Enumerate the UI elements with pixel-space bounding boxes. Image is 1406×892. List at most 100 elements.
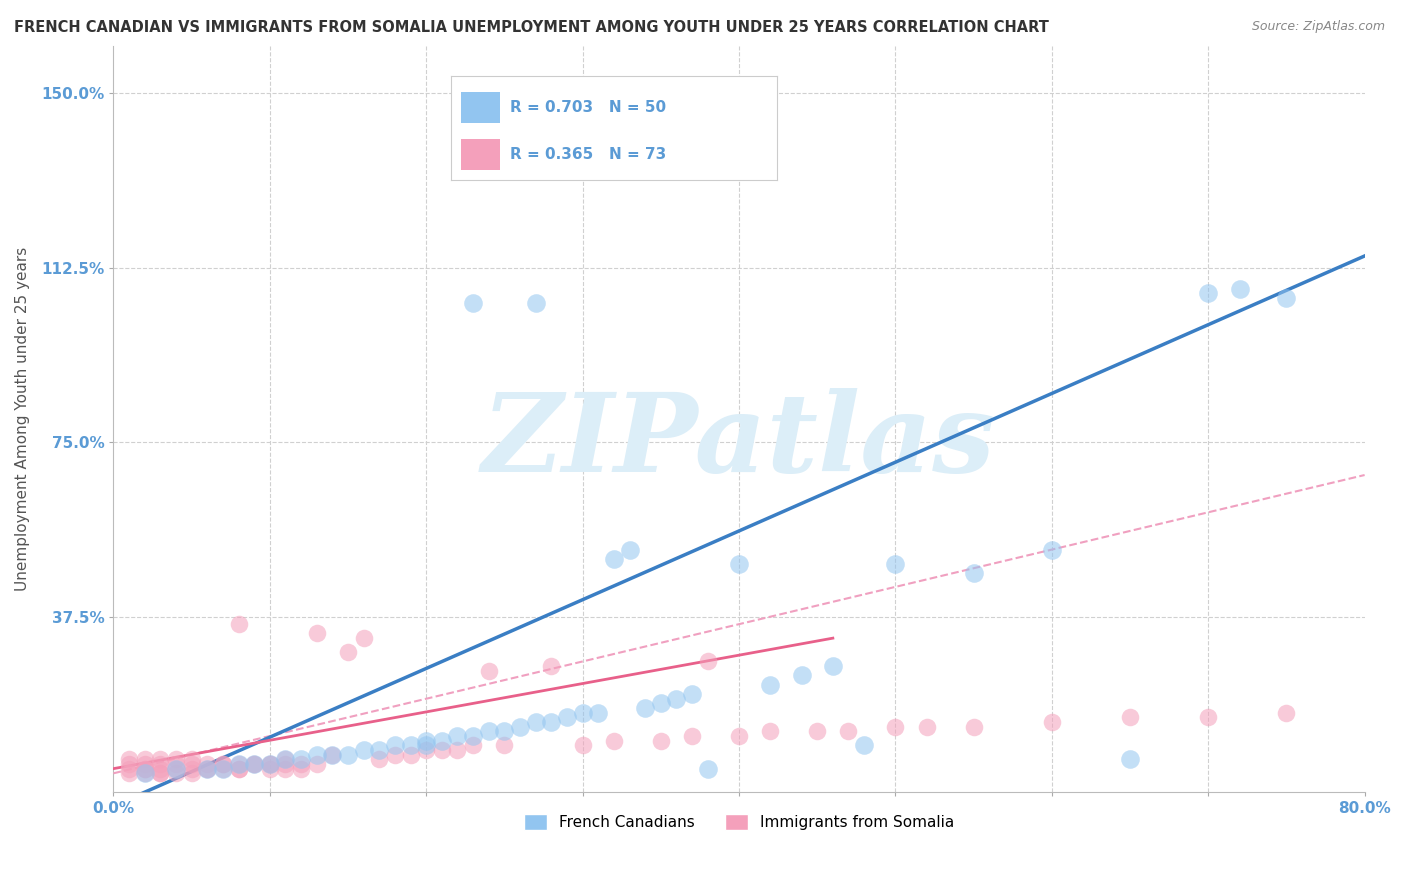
Point [540,659,562,673]
Point [195,762,218,776]
Point [384,739,406,753]
Point [305,747,328,762]
Text: FRENCH CANADIAN VS IMMIGRANTS FROM SOMALIA UNEMPLOYMENT AMONG YOUTH UNDER 25 YEA: FRENCH CANADIAN VS IMMIGRANTS FROM SOMAL… [14,20,1049,35]
Text: ZIPatlas: ZIPatlas [482,388,995,495]
Point [243,756,266,771]
Point [134,752,156,766]
Point [696,655,718,669]
Point [494,724,516,739]
Point [259,756,281,771]
Point [650,733,672,747]
Point [415,743,437,757]
Point [134,762,156,776]
Point [243,756,266,771]
Point [463,729,485,743]
Point [243,756,266,771]
Point [321,747,343,762]
Point [446,729,468,743]
Point [759,678,782,692]
Point [821,659,844,673]
Point [165,762,187,776]
Point [134,766,156,780]
Point [118,756,141,771]
Point [305,756,328,771]
Point [259,756,281,771]
Legend: French Canadians, Immigrants from Somalia: French Canadians, Immigrants from Somali… [517,808,960,837]
Point [149,762,172,776]
Y-axis label: Unemployment Among Youth under 25 years: Unemployment Among Youth under 25 years [15,247,30,591]
Point [259,756,281,771]
Point [524,714,547,729]
Point [681,687,703,701]
Point [478,724,501,739]
Point [149,756,172,771]
Point [603,733,626,747]
Point [290,762,312,776]
Point [1119,752,1142,766]
Point [180,756,202,771]
Point [337,645,360,659]
Point [228,756,250,771]
Point [368,743,391,757]
Point [274,752,297,766]
Point [728,557,751,571]
Point [555,710,578,724]
Point [149,766,172,780]
Point [165,762,187,776]
Point [884,720,907,734]
Point [321,747,343,762]
Point [368,752,391,766]
Point [212,762,235,776]
Point [290,756,312,771]
Point [195,762,218,776]
Point [430,733,453,747]
Point [228,762,250,776]
Point [134,762,156,776]
Point [446,743,468,757]
Point [853,739,876,753]
Point [415,739,437,753]
Point [1275,291,1298,305]
Point [509,720,531,734]
Point [399,739,422,753]
Point [430,743,453,757]
Point [149,752,172,766]
Point [118,762,141,776]
Point [915,720,938,734]
Point [1275,706,1298,720]
Point [118,766,141,780]
Point [134,766,156,780]
Point [180,762,202,776]
Point [1040,714,1063,729]
Point [790,668,813,682]
Point [681,729,703,743]
Point [290,752,312,766]
Point [180,766,202,780]
Point [212,756,235,771]
Point [353,631,375,645]
Point [118,752,141,766]
Point [884,557,907,571]
Point [1229,282,1251,296]
Point [571,706,593,720]
Point [603,552,626,566]
Point [759,724,782,739]
Point [837,724,859,739]
Point [274,762,297,776]
Point [274,752,297,766]
Point [494,739,516,753]
Point [165,756,187,771]
Point [305,626,328,640]
Point [353,743,375,757]
Point [619,542,641,557]
Point [586,706,609,720]
Point [1119,710,1142,724]
Point [962,566,984,580]
Point [540,714,562,729]
Point [524,295,547,310]
Point [463,295,485,310]
Point [212,762,235,776]
Point [228,756,250,771]
Point [665,691,688,706]
Point [228,762,250,776]
